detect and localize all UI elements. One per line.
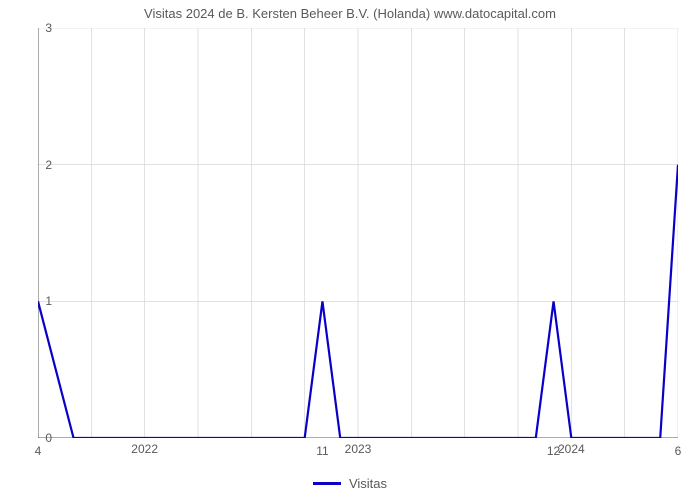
chart-svg bbox=[38, 28, 678, 438]
chart-container: Visitas 2024 de B. Kersten Beheer B.V. (… bbox=[0, 0, 700, 500]
point-value-label: 12 bbox=[547, 444, 560, 458]
point-value-label: 11 bbox=[316, 444, 328, 458]
legend-swatch bbox=[313, 482, 341, 485]
x-tick-label: 2022 bbox=[131, 442, 158, 456]
plot-area bbox=[38, 28, 678, 438]
point-value-label: 6 bbox=[675, 444, 682, 458]
legend: Visitas bbox=[0, 472, 700, 491]
point-value-label: 4 bbox=[35, 444, 42, 458]
y-tick-label: 1 bbox=[12, 294, 52, 308]
x-tick-label: 2023 bbox=[345, 442, 372, 456]
x-tick-label: 2024 bbox=[558, 442, 585, 456]
legend-item-visitas: Visitas bbox=[313, 476, 387, 491]
chart-title: Visitas 2024 de B. Kersten Beheer B.V. (… bbox=[0, 6, 700, 21]
legend-label: Visitas bbox=[349, 476, 387, 491]
y-tick-label: 3 bbox=[12, 21, 52, 35]
y-tick-label: 2 bbox=[12, 158, 52, 172]
y-tick-label: 0 bbox=[12, 431, 52, 445]
